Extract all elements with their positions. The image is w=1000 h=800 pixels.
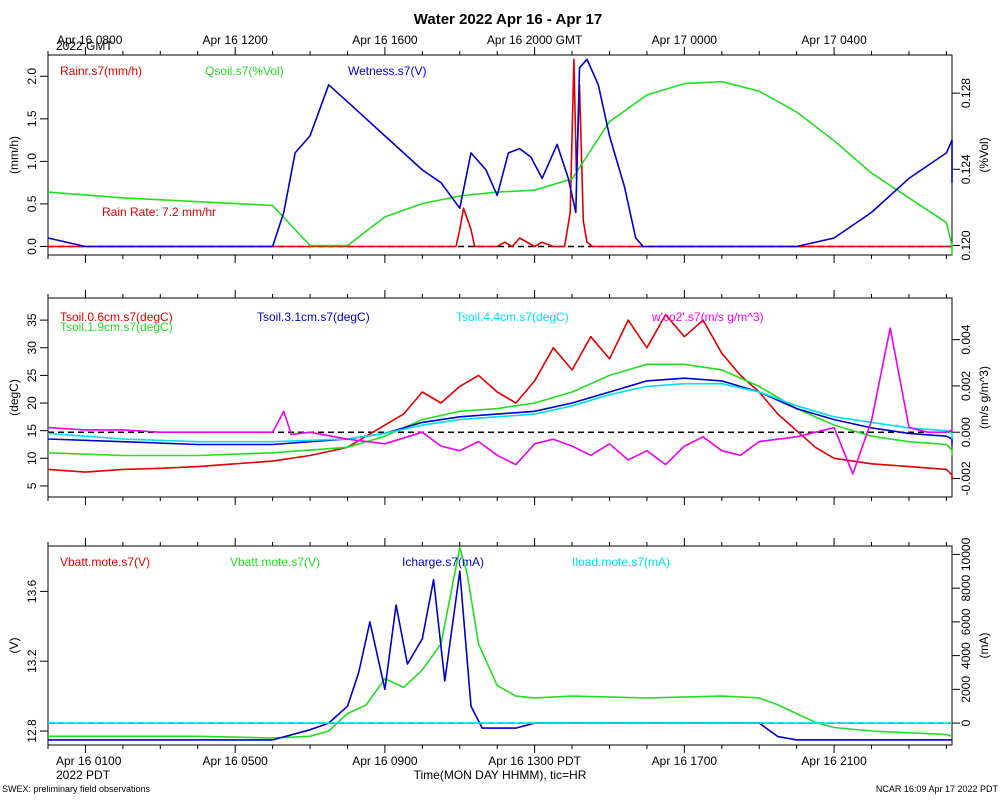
right-tick-label: -0.002 (959, 461, 973, 495)
footer-timestamp: NCAR 16:09 Apr 17 2022 PDT (876, 784, 999, 794)
legend-entry: Rainr.s7(mm/h) (60, 64, 142, 78)
series-line-cyan (47, 382, 953, 443)
top-tick-label: Apr 16 0800 (57, 33, 123, 47)
rain-soil-panel: 0.0 0.5 1.0 1.5 2.0 (mm/h) 0.120 0.124 0.128 (%Vo… (7, 47, 991, 263)
bottom-tick-label: Apr 16 1300 PDT (488, 754, 581, 768)
legend-entry: w'co2'.s7(m/s g/m^3) (651, 310, 764, 324)
right-tick-label: 2000 (959, 676, 973, 703)
top-time-axis: Apr 16 0800 Apr 16 1200 Apr 16 1600 Apr 16 … (57, 33, 867, 47)
left-tick-label: 0.0 (25, 238, 39, 255)
left-tick-label: 10 (25, 451, 39, 465)
legend-entry: Wetness.s7(V) (348, 64, 426, 78)
right-tick-label: 0.128 (959, 78, 973, 108)
panels: 0.0 0.5 1.0 1.5 2.0 (mm/h) 0.120 0.124 0.128 (%Vo… (7, 47, 991, 753)
right-axis-label: (mA) (977, 633, 991, 659)
bottom-tick-label: Apr 16 0100 (56, 754, 122, 768)
right-tick-label: 0.002 (959, 371, 973, 401)
right-axis-label: (%Vol) (977, 137, 991, 172)
rain-rate-annotation: Rain Rate: 7.2 mm/hr (102, 205, 216, 219)
legend-entry: Tsoil.4.4cm.s7(degC) (456, 310, 569, 324)
left-tick-label: 13.6 (25, 579, 39, 603)
plot-frame (47, 545, 953, 746)
time-axis-label: Time(MON DAY HHMM), tic=HR (414, 768, 587, 782)
series-line-red (48, 58, 952, 248)
top-tick-label: Apr 16 2000 GMT (487, 33, 583, 47)
legend-entry: Iload.mote.s7(mA) (572, 555, 670, 569)
right-tick-label: 4000 (959, 642, 973, 669)
top-tick-label: Apr 17 0000 (652, 33, 718, 47)
series-line-blue (47, 58, 953, 248)
series-line-red (47, 313, 953, 481)
legend-entry: Tsoil.1.9cm.s7(degC) (60, 320, 173, 334)
series-line-green (48, 546, 953, 739)
left-tick-label: 2.0 (25, 68, 39, 85)
left-tick-label: 1.0 (25, 153, 39, 170)
figure-title: Water 2022 Apr 16 - Apr 17 (414, 11, 602, 28)
bottom-time-axis: Apr 16 0100 Apr 16 0500 Apr 16 0900 Apr 16 … (56, 754, 867, 768)
left-axis-label: (V) (7, 638, 21, 654)
legend-entry: Qsoil.s7(%Vol) (205, 64, 284, 78)
plot-frame (47, 297, 953, 498)
footer-source: SWEX: preliminary field observations (2, 784, 151, 794)
top-axis-year: 2022 GMT (56, 39, 113, 53)
bottom-tick-label: Apr 16 1700 (652, 754, 718, 768)
series-line-green (47, 80, 953, 255)
bottom-axis-year: 2022 PDT (56, 768, 111, 782)
series-line-magenta (47, 327, 953, 475)
top-tick-label: Apr 17 0400 (801, 33, 867, 47)
right-axis-label: (m/s g/m^3) (977, 366, 991, 429)
series-line-blue (48, 570, 952, 741)
left-tick-label: 25 (25, 368, 39, 382)
series-line-green (47, 363, 953, 457)
left-tick-label: 15 (25, 424, 39, 438)
left-tick-label: 0.5 (25, 195, 39, 212)
right-tick-label: 10000 (959, 537, 973, 571)
legend-entry: Icharge.s7(mA) (402, 555, 484, 569)
right-tick-label: 0 (959, 719, 973, 726)
right-tick-label: 0.120 (959, 230, 973, 260)
bottom-tick-label: Apr 16 0900 (352, 754, 418, 768)
legend-entry: Tsoil.3.1cm.s7(degC) (257, 310, 370, 324)
right-tick-label: 0.000 (959, 417, 973, 447)
left-tick-label: 5 (25, 482, 39, 489)
left-tick-label: 30 (25, 341, 39, 355)
left-tick-label: 35 (25, 313, 39, 327)
left-axis-label: (mm/h) (7, 136, 21, 174)
soil-temperature-panel: 5 10 15 20 25 30 35 (degC) -0.002 0.000 0.002 0.004… (7, 290, 991, 505)
right-tick-label: 6000 (959, 608, 973, 635)
legend-entry: Vbatt.mote.s7(V) (230, 555, 320, 569)
legend-entry: Tsoil.0.6cm.s7(degC) (60, 310, 173, 324)
bottom-tick-label: Apr 16 2100 (801, 754, 867, 768)
right-tick-label: 0.124 (959, 154, 973, 184)
legend-entry: Vbatt.mote.s7(V) (60, 555, 150, 569)
right-tick-label: 0.004 (959, 324, 973, 354)
left-tick-label: 20 (25, 396, 39, 410)
left-tick-label: 1.5 (25, 110, 39, 127)
left-axis-label: (degC) (7, 379, 21, 416)
battery-panel: 12.8 13.2 13.6 (V) 0 2000 4000 6000 8000 10000 (mA… (7, 537, 991, 753)
plot-frame (47, 54, 953, 256)
right-tick-label: 8000 (959, 574, 973, 601)
left-tick-label: 12.8 (25, 719, 39, 743)
top-tick-label: Apr 16 1200 (202, 33, 268, 47)
left-tick-label: 13.2 (25, 649, 39, 673)
bottom-tick-label: Apr 16 0500 (202, 754, 268, 768)
top-tick-label: Apr 16 1600 (352, 33, 418, 47)
series-line-blue (47, 377, 953, 446)
